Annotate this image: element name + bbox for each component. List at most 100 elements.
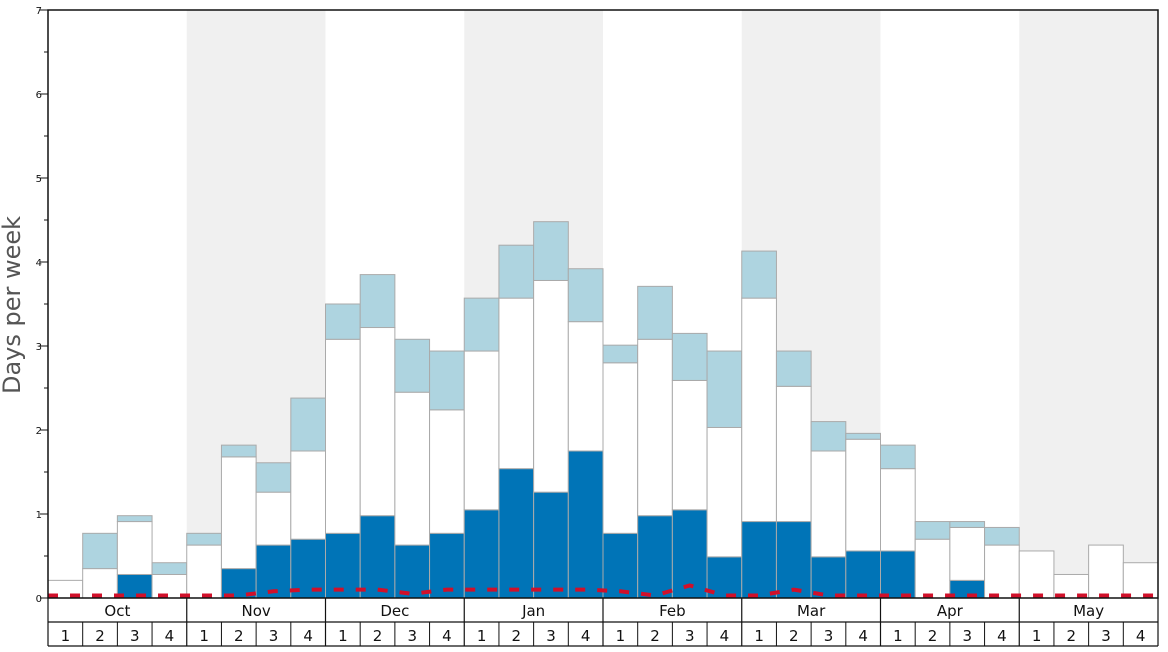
bar-segment-white <box>394 391 431 546</box>
month-label: Feb <box>659 602 686 620</box>
week-label: 4 <box>581 627 591 645</box>
bar-segment-light <box>394 338 431 393</box>
bar-segment-light <box>533 221 569 281</box>
bar-segment-light <box>290 397 326 452</box>
week-label: 1 <box>616 627 626 645</box>
bar-segment-dark <box>880 550 916 599</box>
bar-segment-white <box>116 521 153 575</box>
y-tick-label: 3 <box>36 342 42 353</box>
bar-segment-dark <box>671 509 708 599</box>
week-label: 2 <box>512 627 522 645</box>
bar-segment-light <box>949 521 986 528</box>
bar-segment-light <box>82 532 118 570</box>
bar-segment-white <box>706 426 743 558</box>
month-label: Oct <box>104 602 130 620</box>
month-label: Mar <box>797 602 826 620</box>
bar-segment-dark <box>463 509 500 599</box>
bar-segment-dark <box>845 550 881 599</box>
bar-segment-dark <box>498 468 535 599</box>
y-tick-label: 2 <box>36 426 42 437</box>
bar-segment-white <box>498 297 535 470</box>
bar-segment-dark <box>741 521 777 599</box>
week-label: 3 <box>269 627 279 645</box>
bar-segment-light <box>220 444 257 458</box>
week-label: 3 <box>130 627 140 645</box>
week-label: 2 <box>928 627 938 645</box>
week-label: 1 <box>893 627 903 645</box>
y-tick-label: 7 <box>36 6 42 17</box>
month-label: Dec <box>380 602 409 620</box>
bar-segment-dark <box>394 544 431 599</box>
week-label: 4 <box>997 627 1007 645</box>
week-label: 2 <box>650 627 660 645</box>
week-label: 2 <box>234 627 244 645</box>
week-label: 1 <box>61 627 71 645</box>
bar-segment-light <box>741 250 777 299</box>
bar-segment-white <box>810 450 847 558</box>
week-label: 3 <box>962 627 972 645</box>
y-tick-label: 0 <box>36 594 42 605</box>
y-tick-label: 4 <box>36 258 42 269</box>
bar-segment-white <box>914 538 951 599</box>
bar-segment-white <box>567 321 604 452</box>
bar-segment-white <box>255 491 292 546</box>
y-tick-label: 1 <box>36 510 42 521</box>
bar-segment-light <box>255 462 292 493</box>
axes: 0 1 2 3 4 5 6 7 Oct Nov Dec Jan Feb Mar Apr May 1 2 3 4 1 2 3 4… <box>36 6 1159 647</box>
month-band <box>1019 10 1158 598</box>
bar-segment-white <box>602 362 639 534</box>
bar-segment-dark <box>602 532 639 599</box>
bar-segment-dark <box>775 521 812 599</box>
bar-segment-white <box>984 544 1020 599</box>
y-axis-label: Days per week <box>0 216 26 394</box>
bar-segment-light <box>567 268 604 323</box>
week-label: 2 <box>789 627 799 645</box>
month-label: Jan <box>521 602 545 620</box>
y-tick-label: 5 <box>36 174 42 185</box>
bar-segment-light <box>602 344 639 364</box>
week-label: 2 <box>1067 627 1077 645</box>
line-series <box>48 583 1158 598</box>
bars <box>47 221 1159 599</box>
week-label: 3 <box>407 627 417 645</box>
bar-segment-dark <box>637 515 673 599</box>
bar-segment-white <box>1122 562 1159 599</box>
bar-segment-light <box>325 303 361 340</box>
week-label: 3 <box>1101 627 1111 645</box>
month-label: Nov <box>241 602 270 620</box>
week-label: 1 <box>338 627 348 645</box>
bar-segment-light <box>186 532 222 546</box>
bar-segment-dark <box>567 450 604 599</box>
week-label: 4 <box>303 627 313 645</box>
bar-segment-white <box>429 409 465 534</box>
week-label: 1 <box>1032 627 1042 645</box>
week-label: 4 <box>858 627 868 645</box>
bar-segment-light <box>671 332 708 381</box>
bar-segment-white <box>1088 544 1124 599</box>
week-label: 4 <box>720 627 730 645</box>
bar-segment-white <box>741 297 777 523</box>
bar-segment-white <box>186 544 222 599</box>
bar-segment-light <box>706 350 743 428</box>
month-label: Apr <box>937 602 964 620</box>
week-label: 1 <box>199 627 209 645</box>
line-series-path <box>48 583 1158 598</box>
bar-segment-light <box>914 521 951 540</box>
bar-segment-light <box>810 421 847 452</box>
bar-segment-white <box>533 279 569 493</box>
bar-segment-light <box>359 274 396 329</box>
bar-segment-white <box>637 338 673 517</box>
bar-segment-light <box>845 432 881 440</box>
bar-segment-white <box>325 338 361 534</box>
bar-segment-light <box>151 562 188 575</box>
week-label: 3 <box>546 627 556 645</box>
bar-segment-white <box>1018 550 1055 599</box>
bar-segment-light <box>880 444 916 470</box>
bar-segment-light <box>116 515 153 523</box>
bar-segment-white <box>82 568 118 599</box>
bar-segment-light <box>498 244 535 299</box>
bar-segment-light <box>984 526 1020 546</box>
week-label: 4 <box>442 627 452 645</box>
